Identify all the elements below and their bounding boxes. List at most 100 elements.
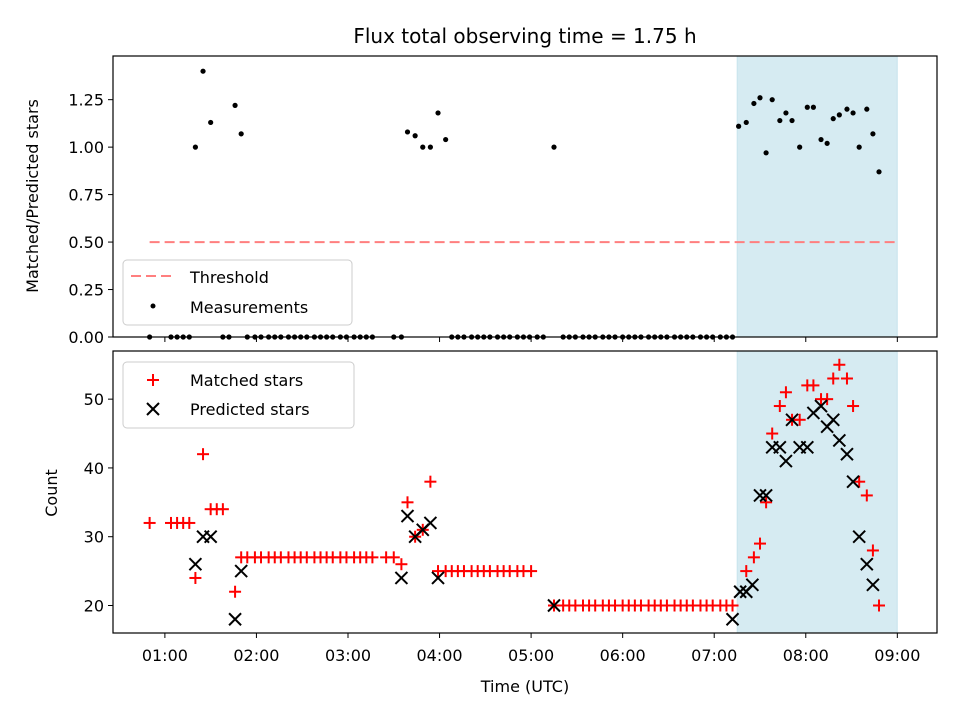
top-y-axis-ticks: 0.00 0.25 0.50 0.75 1.00 1.25 — [68, 91, 113, 347]
top-highlight-span — [736, 55, 898, 338]
measurement-point — [763, 150, 769, 156]
measurement-point — [876, 169, 882, 175]
predicted-star-point — [814, 399, 828, 413]
matched-star-point — [753, 537, 766, 550]
bottom-legend: Matched stars Predicted stars — [122, 361, 355, 429]
predicted-star-point — [773, 440, 787, 454]
measurement-point — [777, 117, 783, 124]
predicted-star-point — [860, 557, 874, 571]
bottom-xtick-label: 06:00 — [600, 646, 646, 665]
predicted-star-point — [547, 598, 561, 613]
measurement-point — [824, 140, 830, 146]
bottom-plot-frame — [112, 350, 938, 634]
measurement-point — [789, 117, 795, 124]
measurement-point — [200, 68, 206, 74]
matched-star-point — [853, 475, 866, 488]
legend-matched-swatch — [147, 374, 159, 386]
measurement-point — [192, 144, 198, 150]
bottom-y-axis-ticks: 20 30 40 50 — [84, 390, 113, 615]
measurement-point — [856, 144, 862, 150]
predicted-star-point — [733, 585, 747, 599]
matched-star-point — [866, 544, 879, 557]
matched-star-point — [143, 516, 156, 529]
predicted-star-point — [832, 433, 847, 448]
matched-star-point — [821, 393, 834, 406]
matched-star-point — [827, 372, 840, 385]
matched-star-point — [840, 372, 853, 385]
predicted-star-point — [846, 474, 860, 489]
matched-star-point — [424, 475, 437, 488]
top-legend: Threshold Measurements — [122, 259, 353, 326]
bottom-xtick-label: 09:00 — [874, 646, 920, 665]
predicted-star-point — [840, 447, 854, 461]
measurement-point — [743, 119, 749, 126]
matched-star-point — [760, 496, 773, 509]
predicted-star-point — [779, 454, 793, 468]
top-x-axis-ticks — [164, 337, 898, 342]
matched-star-point — [197, 448, 210, 461]
top-legend-box — [122, 259, 353, 326]
predicted-star-point — [785, 413, 799, 427]
matched-star-point — [833, 358, 846, 371]
predicted-star-point — [203, 530, 218, 544]
predicted-star-point — [431, 571, 445, 585]
measurement-point — [769, 97, 775, 103]
bottom-legend-box — [122, 361, 355, 429]
matched-star-point — [183, 516, 196, 529]
top-plot-frame — [112, 55, 938, 338]
chart-title: Flux total observing time = 1.75 h — [353, 24, 696, 48]
matched-star-point — [779, 386, 792, 399]
bottom-highlight-span — [736, 350, 898, 634]
measurement-point — [757, 95, 763, 101]
legend-predicted-swatch — [146, 402, 160, 416]
top-ytick-label: 0.75 — [68, 186, 104, 205]
predicted-star-point — [234, 564, 248, 578]
bottom-xtick-label: 08:00 — [783, 646, 829, 665]
legend-measurements-swatch — [150, 303, 156, 309]
bottom-x-axis-ticks: 01:00 02:00 03:00 04:00 05:00 06:00 07:00 08:00… — [142, 633, 920, 665]
top-ytick-label: 1.00 — [68, 138, 104, 157]
matched-star-point — [793, 413, 806, 426]
matched-star-point — [766, 427, 779, 440]
bottom-xtick-label: 01:00 — [142, 646, 188, 665]
measurement-point — [797, 144, 803, 150]
bottom-y-axis-label: Count — [42, 469, 61, 517]
matched-star-point — [807, 379, 820, 392]
measurement-point — [427, 144, 433, 150]
measurement-point — [804, 104, 810, 110]
matched-star-point — [847, 400, 860, 413]
legend-matched-label: Matched stars — [190, 371, 303, 390]
top-ytick-label: 0.25 — [68, 281, 104, 300]
measurement-point — [850, 110, 856, 116]
predicted-star-point — [852, 530, 866, 544]
measurement-point — [238, 131, 244, 137]
measurement-point — [836, 112, 842, 118]
measurement-point — [783, 110, 789, 116]
measurement-point — [443, 136, 449, 143]
measurement-point — [412, 133, 418, 139]
matched-star-point — [189, 571, 202, 584]
predicted-star-points — [188, 399, 880, 626]
predicted-star-point — [759, 488, 773, 503]
predicted-star-point — [400, 509, 415, 523]
bottom-ytick-label: 50 — [84, 390, 104, 409]
top-ytick-label: 0.50 — [68, 233, 104, 252]
matched-star-point — [860, 489, 873, 502]
bottom-xtick-label: 04:00 — [416, 646, 462, 665]
predicted-star-point — [725, 612, 740, 626]
measurement-point — [830, 116, 836, 122]
top-panel: 0.00 0.25 0.50 0.75 1.00 1.25 Matched/Predict… — [23, 55, 938, 347]
measurement-point — [818, 136, 824, 143]
measurement-point — [844, 106, 850, 112]
measurement-point — [864, 106, 870, 112]
measurement-point — [208, 119, 214, 126]
measurement-point — [736, 123, 742, 129]
bottom-ytick-label: 20 — [84, 596, 104, 615]
predicted-star-point — [423, 516, 438, 530]
matched-star-point — [387, 551, 400, 564]
predicted-star-point — [188, 557, 203, 571]
bottom-xtick-label: 05:00 — [508, 646, 554, 665]
matched-star-point — [366, 551, 379, 564]
